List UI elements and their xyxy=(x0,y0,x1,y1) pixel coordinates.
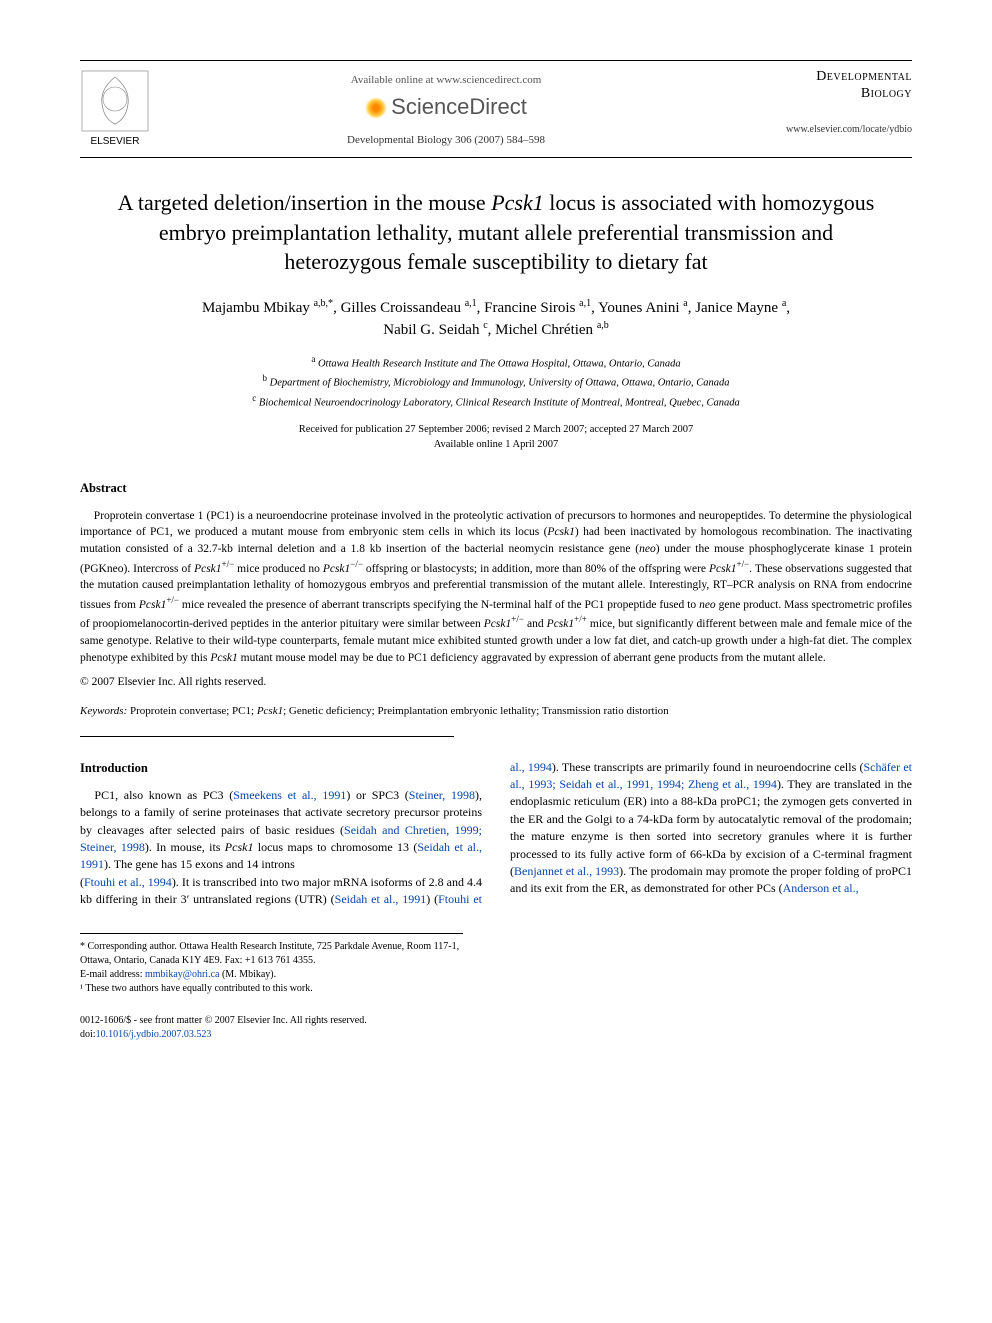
introduction-heading: Introduction xyxy=(80,759,482,777)
available-online-text: Available online at www.sciencedirect.co… xyxy=(150,73,742,88)
author-email-link[interactable]: mmbikay@ohri.ca xyxy=(145,969,219,980)
article-dates: Received for publication 27 September 20… xyxy=(80,423,912,452)
keywords-label: Keywords: xyxy=(80,705,127,717)
journal-url: www.elsevier.com/locate/ydbio xyxy=(742,123,912,137)
journal-header: ELSEVIER Available online at www.science… xyxy=(80,60,912,158)
header-right: Developmental Biology www.elsevier.com/l… xyxy=(742,69,912,137)
journal-name: Developmental Biology xyxy=(742,69,912,103)
article-title: A targeted deletion/insertion in the mou… xyxy=(100,188,892,277)
footnotes: * Corresponding author. Ottawa Health Re… xyxy=(80,933,463,996)
abstract-copyright: © 2007 Elsevier Inc. All rights reserved… xyxy=(80,674,912,690)
bottom-bar: 0012-1606/$ - see front matter © 2007 El… xyxy=(80,1014,912,1042)
section-divider xyxy=(80,736,454,737)
sciencedirect-logo: ScienceDirect xyxy=(150,92,742,123)
corresponding-author: * Corresponding author. Ottawa Health Re… xyxy=(80,940,463,968)
email-line: E-mail address: mmbikay@ohri.ca (M. Mbik… xyxy=(80,968,463,982)
sciencedirect-label: ScienceDirect xyxy=(391,92,527,123)
affiliations: a Ottawa Health Research Institute and T… xyxy=(80,353,912,411)
body-columns: Introduction PC1, also known as PC3 (Sme… xyxy=(80,759,912,909)
abstract-body: Proprotein convertase 1 (PC1) is a neuro… xyxy=(80,508,912,667)
header-center: Available online at www.sciencedirect.co… xyxy=(150,69,742,149)
sciencedirect-icon xyxy=(365,97,387,119)
abstract-heading: Abstract xyxy=(80,480,912,498)
journal-reference: Developmental Biology 306 (2007) 584–598 xyxy=(150,133,742,148)
front-matter-line: 0012-1606/$ - see front matter © 2007 El… xyxy=(80,1014,912,1028)
keywords: Keywords: Proprotein convertase; PC1; Pc… xyxy=(80,704,912,719)
elsevier-logo: ELSEVIER xyxy=(80,69,150,149)
doi-line: doi:10.1016/j.ydbio.2007.03.523 xyxy=(80,1028,912,1042)
intro-paragraph-1: PC1, also known as PC3 (Smeekens et al.,… xyxy=(80,787,482,874)
doi-link[interactable]: 10.1016/j.ydbio.2007.03.523 xyxy=(96,1029,212,1040)
publisher-label: ELSEVIER xyxy=(91,136,140,147)
equal-contribution-note: ¹ These two authors have equally contrib… xyxy=(80,982,463,996)
keywords-list: Proprotein convertase; PC1; Pcsk1; Genet… xyxy=(130,705,669,717)
authors-list: Majambu Mbikay a,b,*, Gilles Croissandea… xyxy=(80,297,912,341)
